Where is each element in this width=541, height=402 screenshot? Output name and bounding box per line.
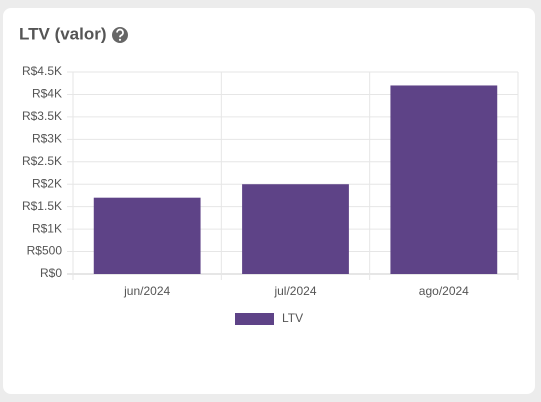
legend-label: LTV — [282, 311, 303, 325]
x-tick-label: jul/2024 — [273, 284, 316, 298]
y-tick-label: R$2.5K — [22, 154, 62, 168]
y-tick-label: R$0 — [40, 266, 62, 280]
y-tick-label: R$4K — [32, 87, 62, 101]
y-tick-label: R$3.5K — [22, 109, 62, 123]
y-tick-label: R$4.5K — [22, 64, 62, 78]
y-tick-label: R$1K — [32, 221, 62, 235]
y-tick-label: R$1.5K — [22, 199, 62, 213]
x-tick-label: ago/2024 — [419, 284, 469, 298]
y-tick-label: R$2K — [32, 176, 62, 190]
bar — [390, 85, 498, 274]
y-tick-label: R$3K — [32, 132, 62, 146]
x-tick-label: jun/2024 — [123, 284, 170, 298]
bar — [93, 197, 201, 274]
chart-title: LTV (valor) — [19, 24, 107, 43]
legend-swatch — [235, 313, 274, 325]
help-icon[interactable] — [112, 27, 128, 43]
bar — [242, 184, 349, 274]
y-tick-label: R$500 — [27, 244, 63, 258]
